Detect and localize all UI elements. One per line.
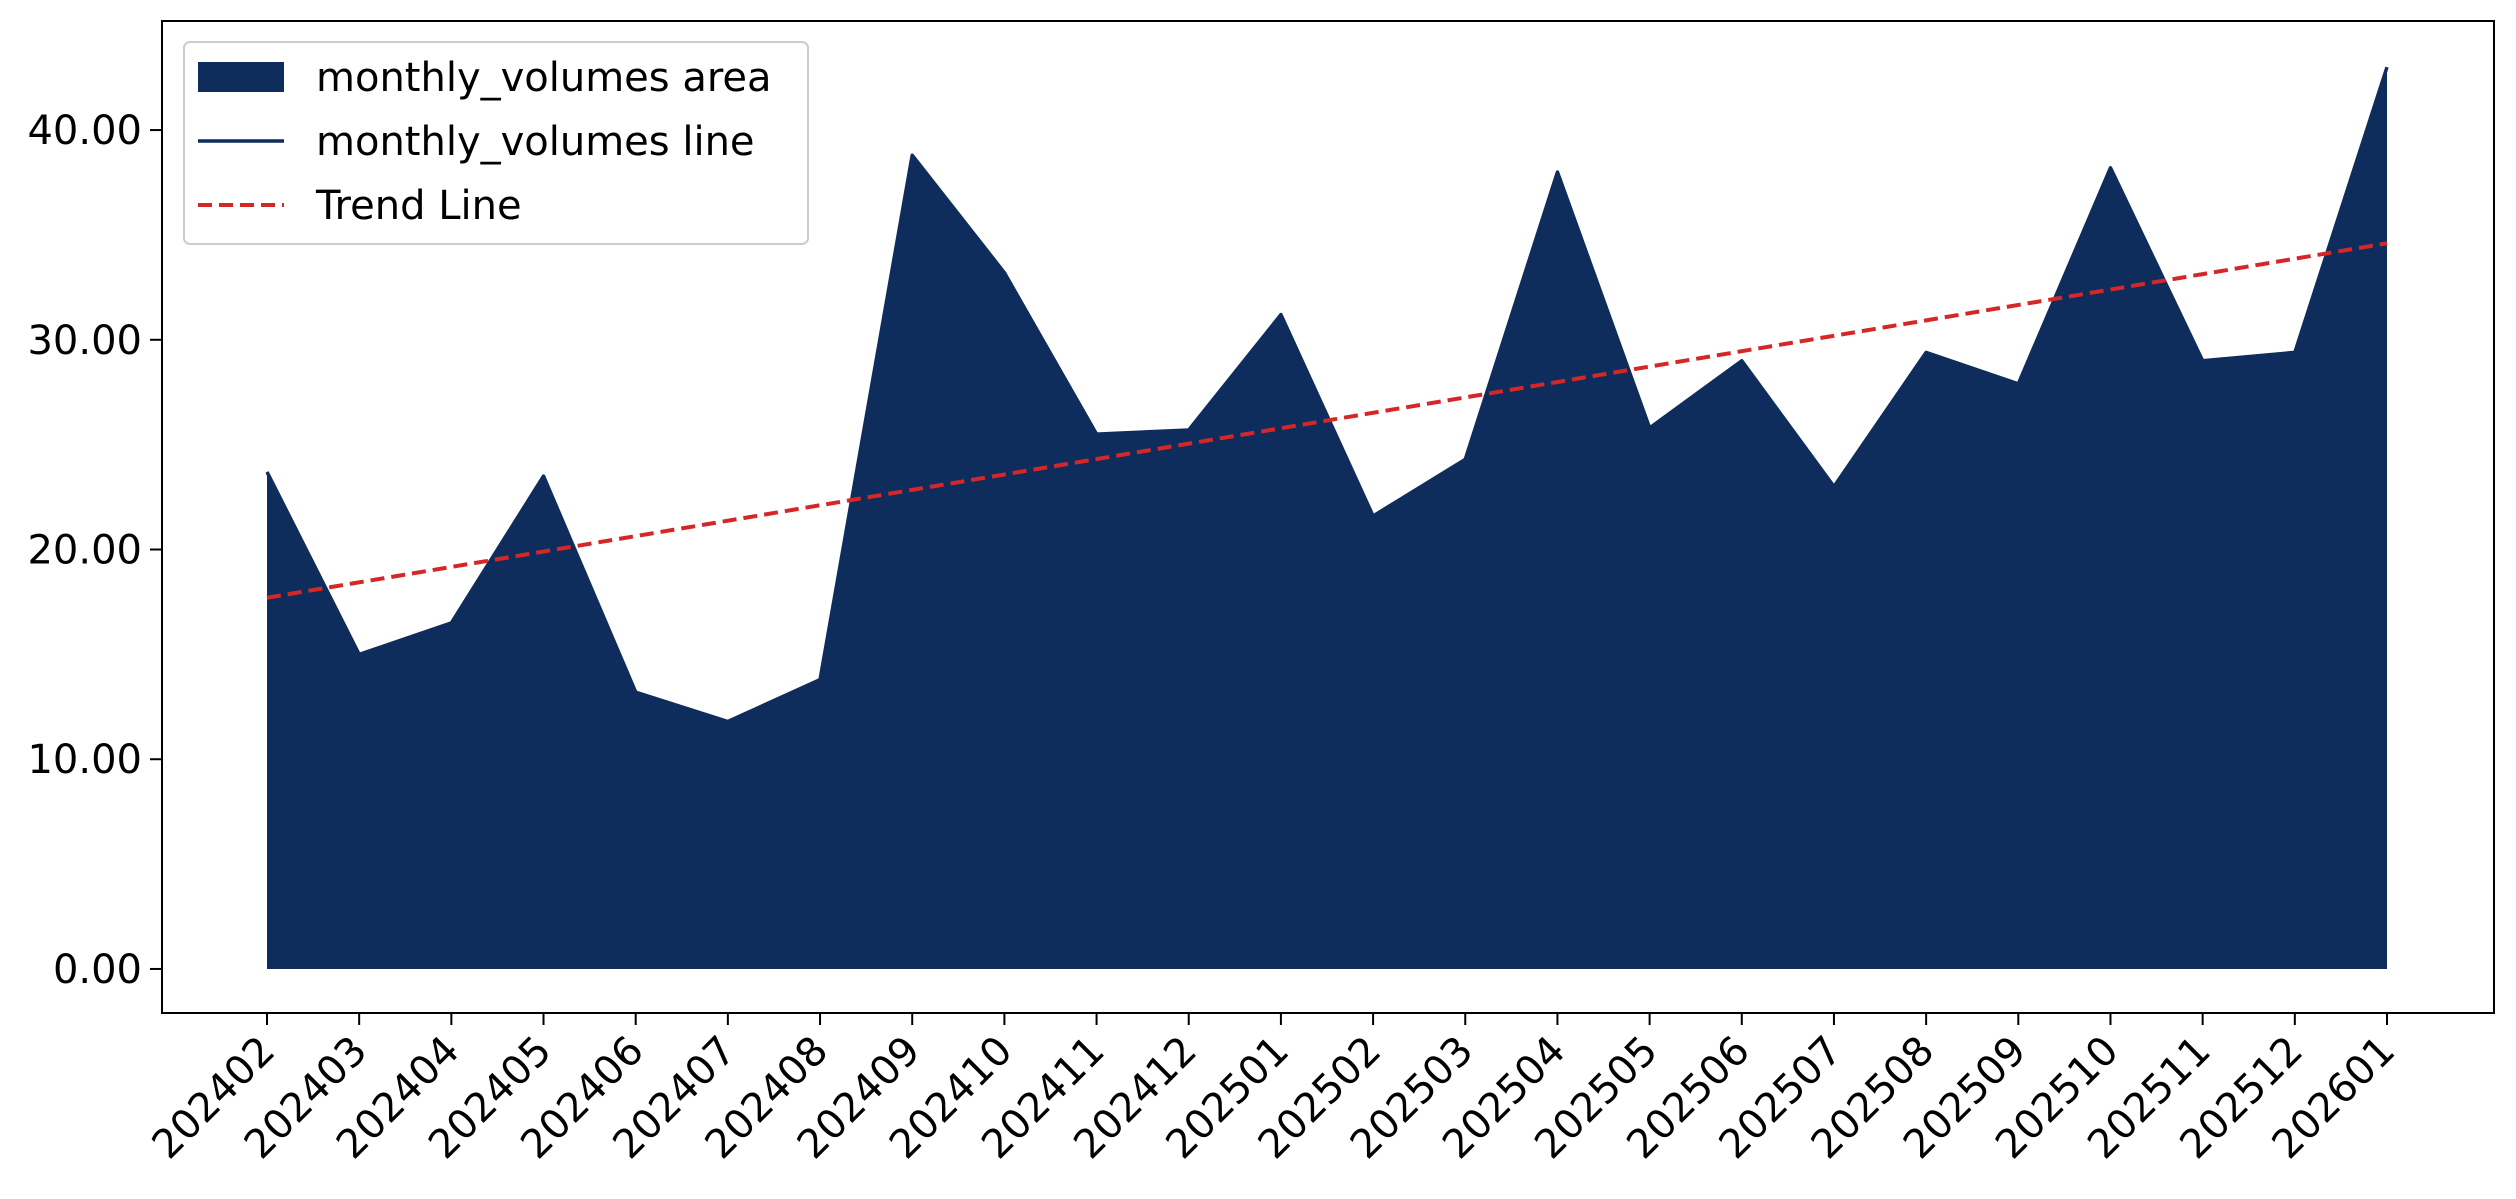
- legend-label-trend: Trend Line: [315, 183, 522, 229]
- y-axis: 0.00 10.00 20.00 30.00 40.00: [27, 108, 162, 993]
- x-axis: 2024022024032024042024052024062024072024…: [144, 1013, 2404, 1168]
- trend-line: [266, 241, 2388, 600]
- y-tick-label: 10.00: [27, 737, 142, 783]
- legend-box: [183, 41, 809, 245]
- y-tick-label: 30.00: [27, 318, 142, 364]
- legend: monthly_volumes area monthly_volumes line…: [183, 41, 809, 245]
- plot-frame: [161, 20, 2495, 1014]
- monthly-volumes-area: [267, 67, 2387, 969]
- legend-label-line: monthly_volumes line: [316, 119, 755, 165]
- legend-label-area: monthly_volumes area: [316, 55, 772, 101]
- y-tick-label: 0.00: [53, 947, 142, 993]
- plot-layer: [265, 66, 2389, 969]
- y-tick-label: 20.00: [27, 528, 142, 574]
- y-tick-label: 40.00: [27, 108, 142, 154]
- legend-swatch-area: [198, 62, 284, 92]
- monthly-volumes-line: [265, 66, 2389, 724]
